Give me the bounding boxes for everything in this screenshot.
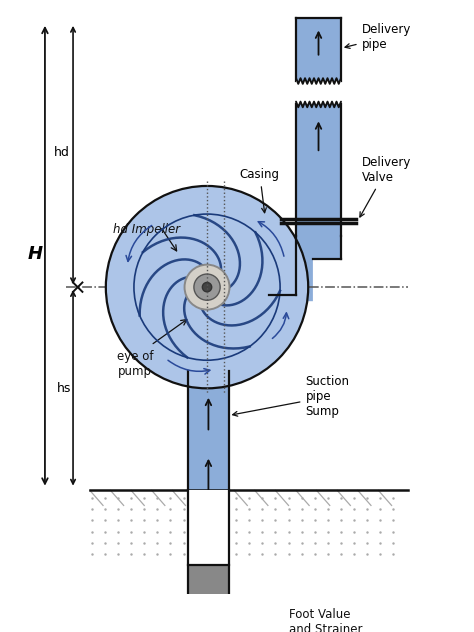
Polygon shape [188,490,228,566]
Text: Delivery
Valve: Delivery Valve [360,156,411,217]
Text: hd: hd [54,146,70,159]
Text: hs: hs [56,382,71,395]
Polygon shape [296,81,341,104]
Circle shape [184,265,229,310]
Text: eye of
pump: eye of pump [117,350,153,378]
Text: Delivery
pipe: Delivery pipe [345,23,411,51]
Polygon shape [296,104,341,236]
Circle shape [202,283,212,292]
Text: Suction
pipe
Sump: Suction pipe Sump [233,375,349,418]
Text: Casing: Casing [240,168,280,213]
Polygon shape [188,566,228,607]
Circle shape [106,186,308,388]
Text: H: H [28,245,43,264]
Text: hd Impeller: hd Impeller [113,222,181,236]
Polygon shape [257,236,341,301]
Text: Foot Value
and Strainer: Foot Value and Strainer [289,607,362,632]
Polygon shape [188,372,228,490]
Polygon shape [296,18,341,81]
Circle shape [194,274,220,300]
